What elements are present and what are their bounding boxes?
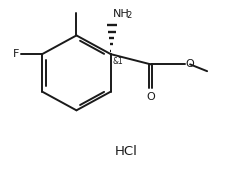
Text: HCl: HCl [115,145,137,158]
Text: &1: &1 [112,57,123,66]
Text: 2: 2 [126,11,131,20]
Text: O: O [146,92,154,102]
Text: F: F [13,49,20,59]
Text: NH: NH [113,9,130,19]
Text: O: O [185,58,193,69]
